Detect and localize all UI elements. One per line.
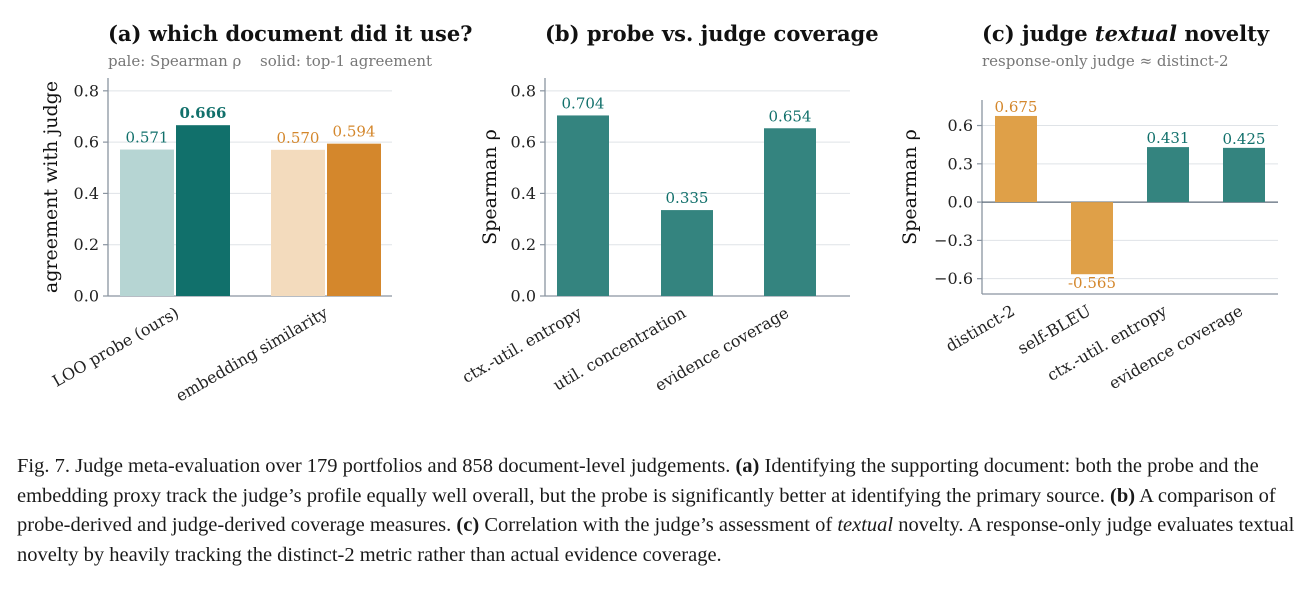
chart-c-ytick-label: 0.0 [948, 193, 973, 212]
chart-a-bar-label: 0.594 [333, 123, 376, 141]
chart-a-bar [176, 125, 230, 297]
chart-a-bar [327, 143, 381, 296]
chart-a-bar [120, 149, 174, 296]
chart-a-ytick-label: 0.4 [74, 184, 99, 203]
caption-c-text2: novelty. A response-only judge evaluates… [17, 514, 1295, 566]
chart-b-bar [661, 210, 713, 296]
chart-a-bar [271, 149, 325, 296]
chart-a-ytick-label: 0.0 [74, 287, 99, 306]
chart-a-ylabel: agreement with judge [40, 81, 62, 293]
caption-c-tag: (c) [456, 514, 480, 536]
chart-a-legend-solid: solid: top-1 agreement [260, 52, 432, 70]
chart-a-legend-pale: pale: Spearman ρ [108, 52, 242, 70]
chart-c-bar-label: 0.431 [1147, 129, 1190, 147]
chart-b-bar [557, 115, 609, 296]
caption-lead: Fig. 7. Judge meta-evaluation over 179 p… [17, 455, 736, 477]
chart-c-title-pre: (c) judge [982, 21, 1095, 46]
caption-c-em: textual [837, 514, 894, 536]
chart-b-ytick-label: 0.2 [511, 235, 536, 254]
chart-b-bar-label: 0.654 [769, 107, 812, 125]
chart-c-ytick-label: −0.3 [934, 231, 973, 250]
chart-c-bar [1223, 147, 1265, 203]
chart-b-ylabel: Spearman ρ [479, 129, 501, 245]
chart-c-ytick-label: 0.3 [948, 154, 973, 173]
chart-c-bar [995, 115, 1037, 203]
chart-c-title-em: textual [1095, 21, 1177, 46]
chart-a-title: (a) which document did it use? [108, 21, 473, 46]
chart-a-bar-label: 0.570 [277, 129, 320, 147]
chart-a-xtick-label: LOO probe (ours) [49, 303, 182, 391]
chart-a-ytick-label: 0.8 [74, 81, 99, 100]
chart-b-bar-label: 0.704 [562, 94, 605, 112]
figure-caption: Fig. 7. Judge meta-evaluation over 179 p… [17, 452, 1307, 570]
chart-c-bar-label: 0.425 [1223, 130, 1266, 148]
caption-c-text: Correlation with the judge’s assessment … [479, 514, 838, 536]
caption-a-text: Identifying the supporting document: bot… [17, 455, 1259, 507]
chart-c-bar-label: -0.565 [1068, 274, 1116, 292]
chart-b-ytick-label: 0.0 [511, 287, 536, 306]
chart-b-ytick-label: 0.4 [511, 184, 536, 203]
chart-c-xtick-label: evidence coverage [1106, 301, 1246, 393]
chart-c-ytick-label: −0.6 [934, 269, 973, 288]
chart-b-title: (b) probe vs. judge coverage [545, 21, 879, 46]
chart-c-title: (c) judge textual novelty [982, 21, 1270, 46]
caption-a-tag: (a) [735, 455, 760, 477]
chart-b-bar [764, 128, 816, 296]
chart-c-bar [1147, 147, 1189, 203]
chart-a-xtick-label: embedding similarity [172, 303, 331, 406]
chart-a-ytick-label: 0.6 [74, 133, 99, 152]
caption-b-text: A comparison of probe-derived and judge-… [17, 484, 1276, 537]
chart-b-ytick-label: 0.8 [511, 81, 536, 100]
chart-c-subtitle: response-only judge ≈ distinct-2 [982, 52, 1229, 70]
chart-a-bar-label: 0.666 [180, 104, 227, 122]
chart-b-bar-label: 0.335 [666, 189, 709, 207]
chart-c-ylabel: Spearman ρ [899, 129, 921, 245]
chart-c-title-post: novelty [1177, 21, 1270, 46]
chart-a-ytick-label: 0.2 [74, 235, 99, 254]
chart-c-bar [1071, 202, 1113, 275]
caption-b-tag: (b) [1110, 484, 1136, 507]
chart-b-ytick-label: 0.6 [511, 133, 536, 152]
chart-c-xtick-label: distinct-2 [942, 301, 1018, 356]
chart-a-bar-label: 0.571 [126, 129, 169, 147]
chart-c-axes: −0.6 −0.3 0.0 0.3 0.6 [934, 100, 1278, 294]
figure-canvas: 0.0 0.2 0.4 0.6 0.8 (a) which document did it… [40, 21, 1278, 406]
chart-c-ytick-label: 0.6 [948, 116, 973, 135]
chart-c-bar-label: 0.675 [995, 98, 1038, 116]
